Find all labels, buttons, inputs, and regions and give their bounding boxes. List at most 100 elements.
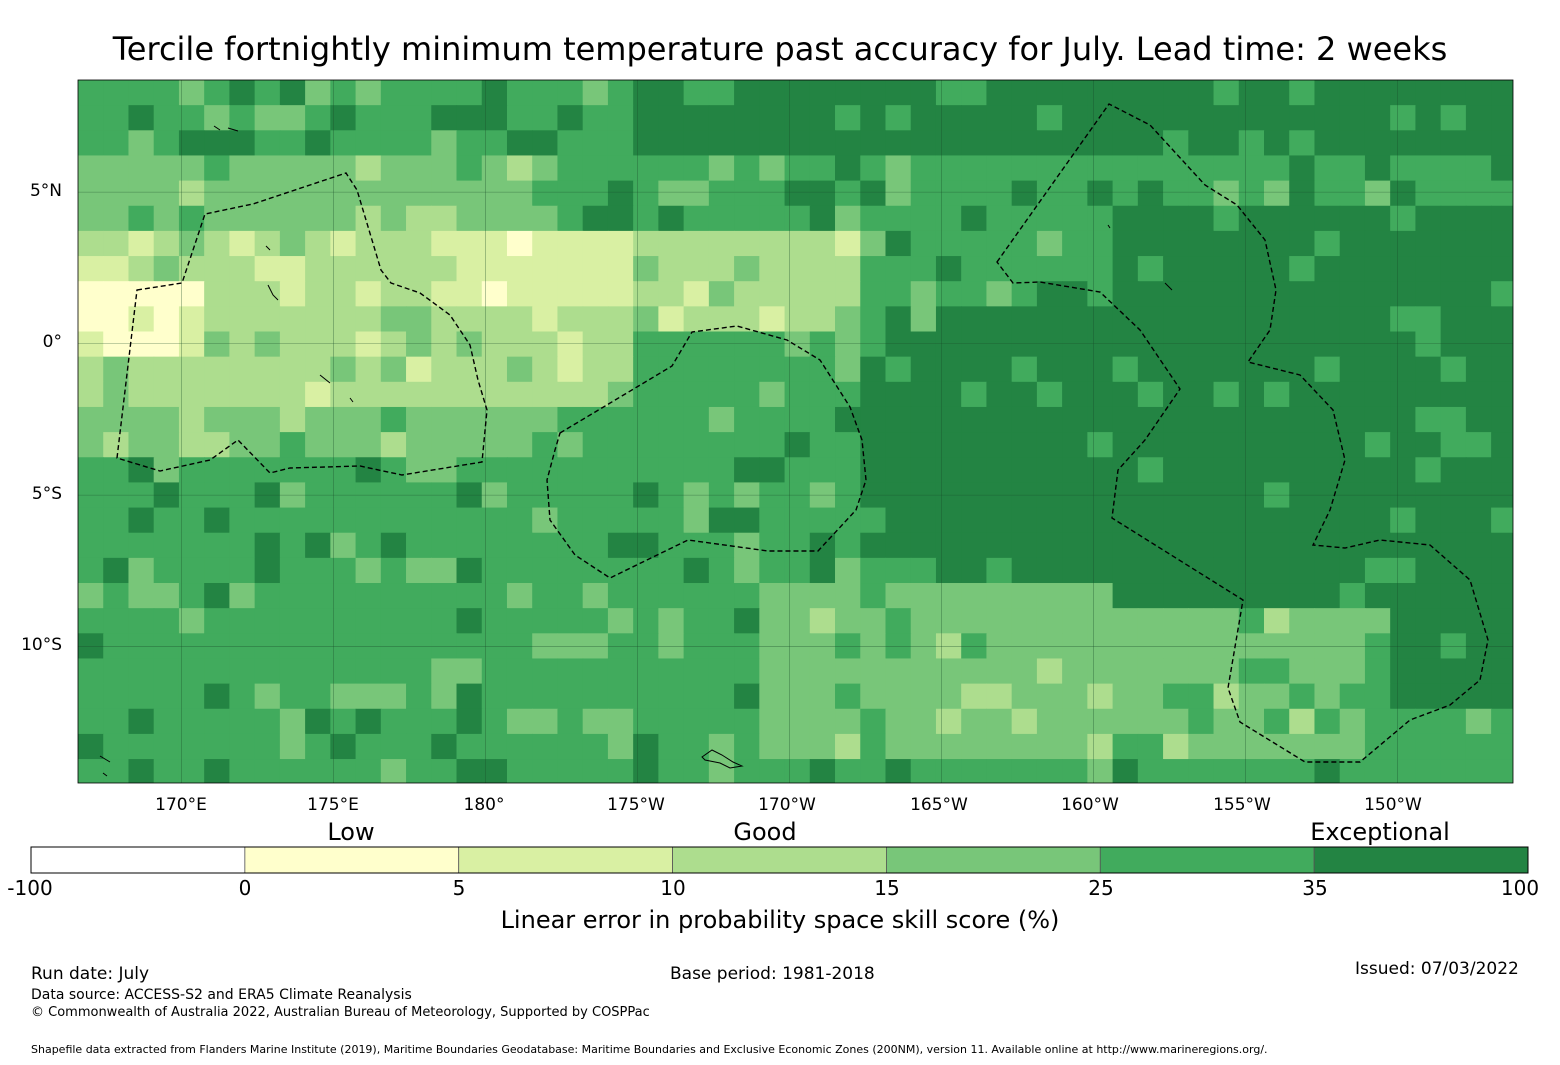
skill-cell — [734, 733, 760, 760]
skill-cell — [986, 557, 1013, 584]
skill-cell — [1339, 306, 1366, 333]
skill-cell — [279, 331, 306, 358]
category-exceptional: Exceptional — [1310, 818, 1450, 846]
skill-cell — [1364, 80, 1391, 106]
skill-cell — [178, 130, 205, 157]
skill-cell — [1491, 507, 1513, 534]
skill-cell — [784, 608, 811, 634]
skill-cell — [305, 406, 331, 433]
skill-cell — [1339, 759, 1366, 783]
skill-cell — [204, 80, 230, 106]
skill-cell — [986, 381, 1013, 408]
skill-cell — [809, 457, 836, 484]
skill-cell — [607, 432, 634, 458]
skill-cell — [1163, 256, 1189, 282]
skill-cell — [406, 256, 432, 282]
skill-cell — [1440, 205, 1467, 232]
skill-cell — [431, 381, 458, 408]
skill-cell — [481, 583, 508, 609]
skill-cell — [683, 331, 710, 358]
skill-cell — [532, 457, 559, 484]
skill-cell — [204, 633, 230, 660]
skill-cell — [809, 683, 836, 710]
skill-cell — [708, 557, 735, 584]
skill-cell — [1062, 608, 1088, 634]
skill-cell — [1314, 155, 1341, 182]
skill-cell — [1440, 406, 1467, 433]
skill-cell — [1390, 457, 1416, 484]
skill-cell — [658, 281, 685, 307]
skill-cell — [506, 608, 533, 634]
skill-cell — [1062, 230, 1088, 257]
skill-cell — [1491, 130, 1513, 157]
skill-cell — [734, 658, 760, 685]
skill-cell — [178, 759, 205, 783]
skill-cell — [759, 608, 786, 634]
skill-cell — [103, 583, 130, 609]
skill-cell — [1440, 356, 1467, 383]
skill-cell — [456, 306, 483, 333]
skill-cell — [380, 356, 407, 383]
skill-cell — [128, 356, 155, 383]
skill-cell — [708, 633, 735, 660]
skill-cell — [708, 130, 735, 157]
skill-cell — [835, 658, 861, 685]
skill-cell — [1314, 180, 1341, 207]
skill-cell — [330, 708, 357, 735]
skill-cell — [1213, 155, 1240, 182]
skill-cell — [885, 80, 912, 106]
skill-cell — [910, 356, 937, 383]
skill-cell — [734, 381, 760, 408]
skill-cell — [809, 733, 836, 760]
skill-cell — [910, 432, 937, 458]
skill-cell — [380, 406, 407, 433]
skill-cell — [229, 733, 256, 760]
skill-cell — [1188, 406, 1215, 433]
skill-cell — [355, 557, 382, 584]
skill-cell — [1163, 331, 1189, 358]
skill-cell — [1036, 457, 1063, 484]
skill-cell — [1062, 155, 1088, 182]
skill-cell — [305, 205, 331, 232]
skill-cell — [835, 633, 861, 660]
skill-cell — [1062, 532, 1088, 559]
skill-cell — [229, 331, 256, 358]
skill-cell — [279, 406, 306, 433]
skill-cell — [910, 331, 937, 358]
skill-cell — [1112, 205, 1139, 232]
skill-cell — [885, 432, 912, 458]
skill-cell — [532, 80, 559, 106]
skill-cell — [1440, 256, 1467, 282]
skill-cell — [961, 608, 988, 634]
skill-cell — [1390, 608, 1416, 634]
skill-cell — [658, 256, 685, 282]
skill-cell — [1491, 759, 1513, 783]
skill-cell — [481, 432, 508, 458]
skill-cell — [103, 105, 130, 131]
skill-cell — [708, 205, 735, 232]
skill-cell — [759, 457, 786, 484]
skill-cell — [1314, 608, 1341, 634]
skill-cell — [305, 256, 331, 282]
skill-cell — [1238, 532, 1265, 559]
skill-cell — [1264, 708, 1290, 735]
skill-cell — [885, 205, 912, 232]
category-good: Good — [733, 818, 797, 846]
skill-cell — [1036, 507, 1063, 534]
skill-cell — [254, 381, 281, 408]
skill-cell — [1188, 256, 1215, 282]
skill-cell — [506, 180, 533, 207]
skill-cell — [658, 733, 685, 760]
skill-cell — [380, 658, 407, 685]
skill-cell — [305, 155, 331, 182]
skill-cell — [481, 155, 508, 182]
skill-cell — [532, 130, 559, 157]
skill-cell — [481, 733, 508, 760]
skill-cell — [1188, 457, 1215, 484]
skill-cell — [1440, 80, 1467, 106]
skill-cell — [1112, 683, 1139, 710]
skill-map — [77, 79, 1514, 784]
skill-cell — [78, 708, 104, 735]
skill-cell — [254, 256, 281, 282]
skill-cell — [835, 205, 861, 232]
